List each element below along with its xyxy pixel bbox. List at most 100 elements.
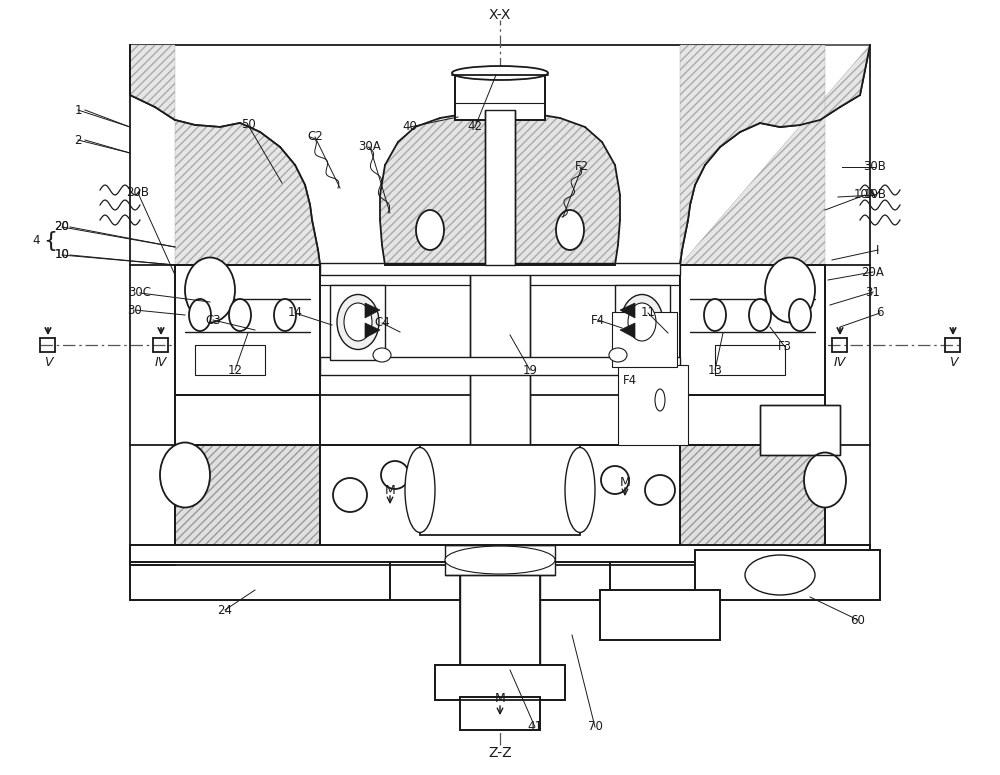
Bar	[195, 345, 265, 375]
Text: C3: C3	[205, 314, 221, 326]
Bar	[435, 665, 565, 700]
Polygon shape	[175, 445, 320, 545]
Ellipse shape	[704, 299, 726, 331]
Ellipse shape	[765, 257, 815, 322]
Text: 20A: 20A	[862, 266, 884, 278]
Bar	[455, 75, 545, 120]
Text: 2: 2	[74, 133, 82, 146]
Text: 70: 70	[588, 721, 602, 733]
Text: 12: 12	[228, 363, 242, 377]
Text: IV: IV	[834, 356, 846, 370]
Ellipse shape	[628, 303, 656, 341]
Ellipse shape	[185, 257, 235, 322]
Polygon shape	[365, 323, 380, 338]
Text: I: I	[876, 243, 880, 257]
Bar	[600, 590, 720, 640]
Bar	[600, 590, 720, 640]
Ellipse shape	[168, 452, 202, 498]
Polygon shape	[130, 45, 320, 445]
Bar	[610, 562, 870, 600]
Bar	[470, 265, 530, 445]
Text: 60: 60	[851, 614, 865, 626]
Bar	[760, 405, 840, 455]
Bar	[130, 562, 390, 600]
Text: 40: 40	[403, 120, 417, 133]
Text: F4: F4	[591, 314, 605, 326]
Polygon shape	[435, 665, 500, 700]
Bar	[460, 545, 540, 670]
Bar	[445, 545, 555, 575]
Text: 30A: 30A	[359, 140, 381, 153]
Bar	[320, 445, 680, 545]
Bar	[680, 265, 825, 395]
Ellipse shape	[745, 555, 815, 595]
Ellipse shape	[160, 443, 210, 508]
Ellipse shape	[421, 217, 439, 243]
Ellipse shape	[708, 304, 722, 326]
Ellipse shape	[561, 217, 579, 243]
Ellipse shape	[337, 294, 379, 350]
Ellipse shape	[278, 304, 292, 326]
Text: 20: 20	[55, 221, 69, 233]
Text: 10: 10	[55, 249, 69, 261]
Ellipse shape	[620, 594, 700, 636]
Bar	[460, 697, 540, 730]
Bar	[435, 665, 565, 700]
Ellipse shape	[793, 304, 807, 326]
Ellipse shape	[416, 210, 444, 250]
Ellipse shape	[344, 303, 372, 341]
Text: V: V	[949, 356, 957, 370]
Bar	[175, 445, 320, 545]
Ellipse shape	[609, 348, 627, 362]
Bar	[175, 265, 320, 395]
Polygon shape	[680, 45, 870, 445]
Text: M: M	[385, 484, 395, 497]
Bar	[130, 545, 870, 565]
Text: M: M	[495, 693, 505, 705]
Text: 10A: 10A	[854, 188, 876, 202]
Polygon shape	[610, 562, 675, 600]
Bar	[760, 405, 840, 455]
Bar	[330, 285, 385, 360]
Ellipse shape	[789, 299, 811, 331]
Polygon shape	[175, 265, 320, 395]
Ellipse shape	[233, 304, 247, 326]
Ellipse shape	[333, 478, 367, 512]
Text: 30B: 30B	[864, 160, 886, 174]
Bar	[130, 545, 870, 565]
Ellipse shape	[405, 447, 435, 532]
Polygon shape	[745, 562, 810, 600]
Text: 50: 50	[241, 119, 255, 132]
Polygon shape	[458, 77, 542, 117]
Text: 10B: 10B	[864, 188, 887, 202]
Ellipse shape	[811, 461, 839, 499]
Ellipse shape	[381, 461, 409, 489]
Ellipse shape	[274, 299, 296, 331]
Bar	[175, 445, 320, 545]
Text: X-X: X-X	[489, 8, 511, 22]
Bar	[390, 562, 610, 600]
Polygon shape	[500, 665, 565, 700]
Polygon shape	[620, 303, 635, 318]
Bar	[615, 285, 670, 360]
Text: F3: F3	[778, 340, 792, 353]
Polygon shape	[325, 562, 390, 600]
Ellipse shape	[459, 69, 541, 77]
Bar	[610, 562, 870, 600]
Polygon shape	[680, 445, 825, 545]
Text: 30: 30	[128, 304, 142, 316]
Ellipse shape	[452, 66, 548, 80]
Ellipse shape	[189, 299, 211, 331]
Polygon shape	[130, 545, 870, 565]
Bar	[320, 263, 680, 275]
Text: 19: 19	[522, 363, 538, 377]
Bar	[320, 265, 680, 445]
Ellipse shape	[753, 304, 767, 326]
Text: 24: 24	[218, 604, 232, 616]
Text: F2: F2	[575, 160, 589, 174]
Text: 30C: 30C	[128, 287, 152, 299]
Ellipse shape	[556, 210, 584, 250]
Text: F4: F4	[623, 374, 637, 387]
Bar	[130, 562, 390, 600]
Text: {: {	[43, 231, 57, 251]
